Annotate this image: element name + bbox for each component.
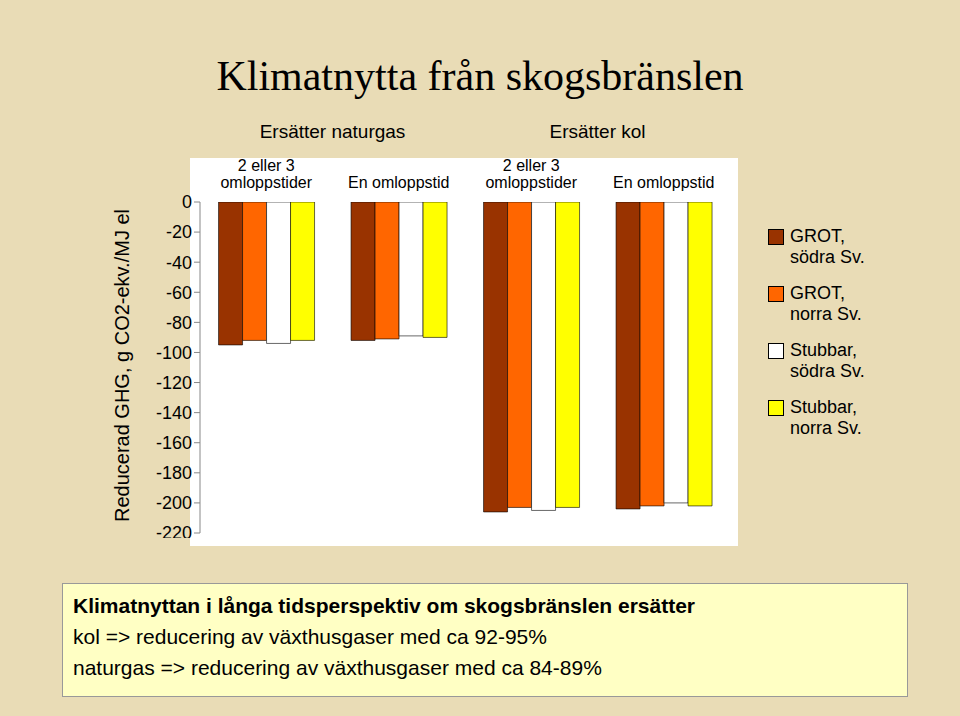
html-text:Klimatnytta från skogsbränslen: Klimatnytta från skogsbränslen [216, 53, 744, 99]
svg-text:-160: -160 [156, 433, 192, 453]
html-text:södra Sv.: södra Sv. [790, 361, 865, 381]
svg-text:2 eller 3omloppstider: 2 eller 3omloppstider [220, 157, 312, 191]
html-text:norra Sv.: norra Sv. [790, 418, 862, 438]
svg-text:En omloppstid: En omloppstid [613, 174, 714, 191]
html-text:naturgas => reducering av växt: naturgas => reducering av växthusgaser m… [73, 656, 602, 679]
svg-text:2 eller 3omloppstider: 2 eller 3omloppstider [485, 157, 577, 191]
svg-text:-20: -20 [166, 222, 192, 242]
html-text:GROT,: GROT, [790, 226, 845, 246]
svg-text:-220: -220 [156, 523, 192, 538]
svg-text:-120: -120 [156, 373, 192, 393]
svg-text:-180: -180 [156, 463, 192, 483]
svg-text:-140: -140 [156, 403, 192, 423]
html-text:GROT,: GROT, [790, 283, 845, 303]
html-text:Reducerad GHG, g CO2-ekv./MJ e: Reducerad GHG, g CO2-ekv./MJ el [110, 209, 133, 522]
html-text:Stubbar,: Stubbar, [790, 340, 858, 360]
svg-text:0: 0 [182, 192, 192, 212]
html-text:norra Sv.: norra Sv. [790, 304, 862, 324]
html-text:södra Sv.: södra Sv. [790, 247, 865, 267]
html-text:Ersätter naturgas: Ersätter naturgas [259, 121, 406, 142]
svg-text:-80: -80 [166, 313, 192, 333]
svg-text:En omloppstid: En omloppstid [348, 174, 449, 191]
svg-text:-200: -200 [156, 493, 192, 513]
svg-text:-60: -60 [166, 283, 192, 303]
html-text:kol => reducering av växthusga: kol => reducering av växthusgaser med ca… [73, 625, 547, 648]
html-text:Klimatnyttan i långa tidspersp: Klimatnyttan i långa tidsperspektiv om s… [73, 594, 695, 617]
svg-text:-100: -100 [156, 343, 192, 363]
svg-text:-40: -40 [166, 253, 192, 273]
html-text:Stubbar,: Stubbar, [790, 397, 858, 417]
html-text:Ersätter kol: Ersätter kol [549, 121, 646, 142]
